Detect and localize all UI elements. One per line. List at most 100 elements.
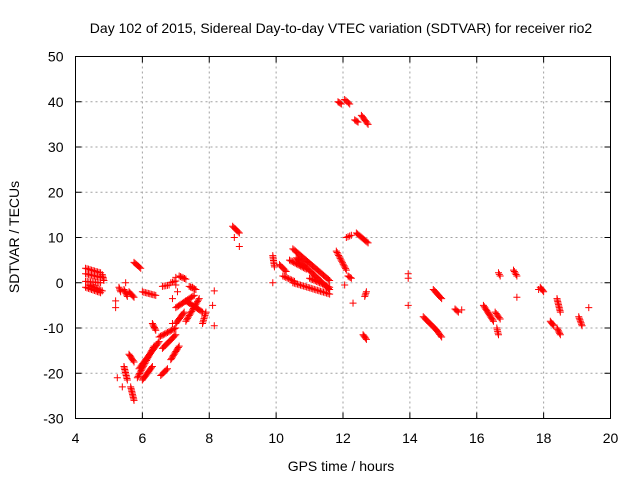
- data-point-marker: [318, 280, 326, 288]
- data-point-marker: [578, 322, 586, 330]
- x-tick-label: 18: [536, 430, 552, 446]
- data-point-marker: [310, 276, 318, 284]
- data-point-marker: [362, 288, 370, 296]
- data-point-marker: [281, 266, 289, 274]
- data-point-marker: [280, 273, 288, 281]
- data-point-marker: [130, 358, 138, 366]
- x-tick-label: 20: [603, 430, 619, 446]
- data-point-marker: [363, 238, 371, 246]
- data-point-marker: [135, 371, 143, 379]
- data-point-marker: [130, 293, 138, 301]
- data-point-marker: [152, 291, 160, 299]
- data-point-marker: [234, 228, 242, 236]
- x-axis-tick-labels: 4 6 8 10 12 14 16 18 20: [72, 430, 619, 446]
- data-point-marker: [189, 292, 197, 300]
- data-point-marker: [361, 291, 369, 299]
- data-point-marker: [321, 281, 329, 289]
- data-point-marker: [323, 282, 331, 290]
- y-tick-label: 20: [48, 184, 64, 200]
- data-point-marker: [336, 99, 344, 107]
- x-tick-label: 4: [72, 430, 80, 446]
- data-point-marker: [575, 313, 583, 321]
- plot-frame: [75, 56, 611, 419]
- data-point-marker: [95, 286, 103, 294]
- data-point-marker: [210, 322, 218, 330]
- y-tick-label: 50: [48, 49, 64, 65]
- data-point-marker: [313, 277, 321, 285]
- data-point-marker: [347, 274, 355, 282]
- data-point-marker: [349, 299, 357, 307]
- data-point-marker: [269, 279, 277, 287]
- data-point-marker: [362, 289, 370, 297]
- data-point-marker: [172, 281, 180, 289]
- data-point-marker: [194, 296, 202, 304]
- data-point-marker: [167, 279, 175, 287]
- data-point-marker: [230, 234, 238, 241]
- data-point-marker: [118, 383, 126, 391]
- y-tick-label: 40: [48, 94, 64, 110]
- data-point-marker: [346, 100, 354, 108]
- data-point-marker: [197, 307, 205, 315]
- data-point-marker: [112, 297, 120, 305]
- data-point-marker: [195, 295, 203, 303]
- data-point-marker: [337, 256, 345, 264]
- y-tick-label: 0: [56, 275, 64, 291]
- data-point-marker: [344, 99, 352, 107]
- data-point-marker: [344, 233, 352, 241]
- data-point-marker: [235, 243, 243, 251]
- data-point-marker: [173, 288, 181, 296]
- x-tick-label: 10: [268, 430, 284, 446]
- data-point-marker: [364, 120, 372, 128]
- data-point-marker: [283, 274, 291, 282]
- data-point-marker: [510, 268, 518, 276]
- data-point-marker: [438, 295, 446, 303]
- data-point-marker: [168, 278, 176, 286]
- data-point-marker: [510, 266, 518, 274]
- y-tick-label: 30: [48, 139, 64, 155]
- data-point-marker: [136, 263, 144, 271]
- data-point-marker: [170, 325, 178, 333]
- data-point-marker: [338, 257, 346, 265]
- data-point-marker: [162, 366, 170, 374]
- data-point-marker: [147, 364, 155, 372]
- data-point-marker: [324, 275, 332, 283]
- data-point-marker: [91, 284, 99, 292]
- data-point-marker: [311, 277, 319, 285]
- data-point-marker: [100, 276, 108, 284]
- data-point-marker: [148, 362, 156, 370]
- data-point-marker: [556, 308, 564, 316]
- data-point-marker: [575, 314, 583, 322]
- data-point-marker: [354, 118, 362, 126]
- data-point-marker: [513, 293, 521, 301]
- data-point-marker: [130, 396, 138, 404]
- data-point-marker: [113, 374, 121, 382]
- data-point-marker: [181, 274, 189, 282]
- data-point-marker: [585, 304, 593, 312]
- data-point-marker: [282, 273, 290, 281]
- y-tick-label: -10: [43, 320, 63, 336]
- data-point-marker: [92, 284, 100, 292]
- x-axis-label: GPS time / hours: [288, 458, 395, 474]
- data-point-marker: [332, 247, 340, 255]
- data-point-marker: [89, 283, 97, 291]
- data-point-marker: [336, 254, 344, 262]
- data-point-marker: [341, 263, 349, 271]
- y-tick-label: -20: [43, 365, 63, 381]
- data-point-marker: [302, 265, 310, 273]
- chart-title: Day 102 of 2015, Sidereal Day-to-day VTE…: [90, 20, 593, 36]
- data-point-marker: [133, 374, 141, 382]
- y-tick-label: 10: [48, 230, 64, 246]
- data-point-marker: [129, 292, 137, 300]
- data-point-marker: [494, 269, 502, 277]
- data-point-marker: [116, 285, 124, 293]
- data-point-marker: [577, 319, 585, 327]
- data-point-marker: [180, 308, 188, 316]
- data-point-marker: [513, 272, 521, 280]
- data-point-marker: [314, 278, 322, 286]
- data-point-marker: [115, 283, 123, 291]
- data-point-marker: [576, 317, 584, 325]
- data-point-marker: [340, 262, 348, 270]
- data-point-marker: [306, 274, 314, 282]
- data-point-marker: [338, 259, 346, 267]
- y-tick-label: -30: [43, 411, 63, 427]
